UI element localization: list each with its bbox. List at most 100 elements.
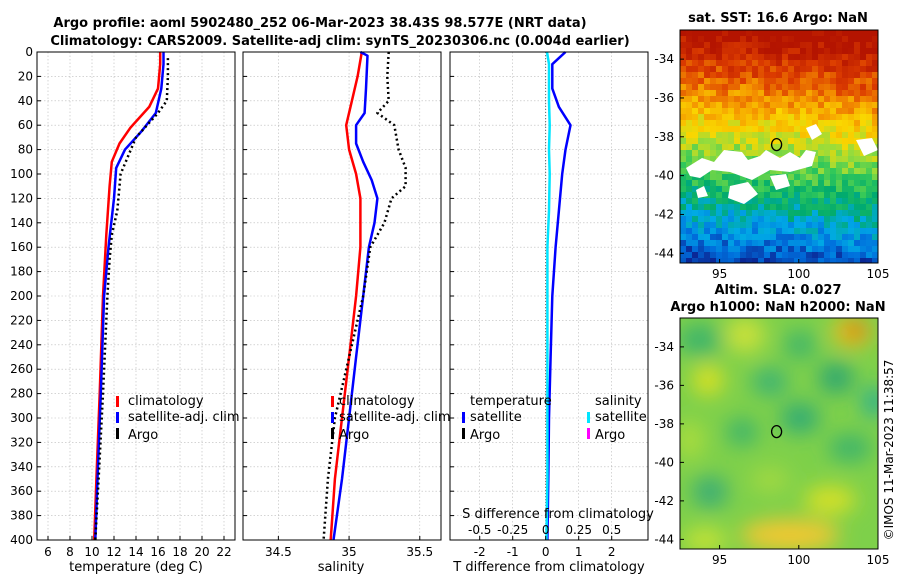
sst-cell [728, 60, 734, 66]
sst-cell [758, 90, 764, 96]
sst-cell [728, 48, 734, 54]
sst-cell [782, 108, 788, 114]
sst-cell [848, 258, 854, 263]
sst-cell [812, 210, 818, 216]
temperature-legend: climatology satellite-adj. clim Argo [116, 394, 240, 443]
sst-cell [704, 54, 710, 60]
sst-cell [806, 204, 812, 210]
legend-swatch-climatology [116, 396, 119, 407]
sst-cell [824, 252, 830, 258]
y-tick-label: 260 [10, 362, 33, 376]
sst-cell [836, 126, 842, 132]
sst-cell [806, 168, 812, 174]
sst-cell [728, 216, 734, 222]
sst-cell [728, 120, 734, 126]
sst-cell [704, 30, 710, 36]
sst-cell [818, 252, 824, 258]
sst-cell [716, 174, 722, 180]
sst-cell [692, 132, 698, 138]
sst-cell [854, 54, 860, 60]
sst-cell [848, 144, 854, 150]
y-tick-label: 280 [10, 387, 33, 401]
legend-label-argo: Argo [128, 428, 158, 443]
sst-cell [824, 108, 830, 114]
sst-cell [818, 108, 824, 114]
sst-cell [704, 108, 710, 114]
sst-cell [854, 252, 860, 258]
sst-cell [866, 84, 872, 90]
sst-cell [710, 96, 716, 102]
sla-map-blobs [680, 318, 878, 549]
sst-cell [758, 60, 764, 66]
sst-cell [758, 258, 764, 263]
sst-cell [770, 54, 776, 60]
sst-cell [824, 120, 830, 126]
top-tick-label: -0.5 [468, 523, 491, 537]
sst-cell [806, 90, 812, 96]
sst-cell [788, 114, 794, 120]
sst-cell [800, 240, 806, 246]
x-tick-label: 14 [128, 545, 143, 559]
sst-cell [710, 48, 716, 54]
sst-cell [836, 30, 842, 36]
sst-cell [854, 36, 860, 42]
sst-cell [686, 198, 692, 204]
sst-cell [854, 132, 860, 138]
sst-cell [692, 120, 698, 126]
sst-cell [800, 204, 806, 210]
sst-cell [680, 180, 686, 186]
sst-cell [752, 210, 758, 216]
sst-cell [728, 240, 734, 246]
sst-cell [848, 222, 854, 228]
sst-cell [728, 42, 734, 48]
sst-cell [716, 72, 722, 78]
sst-cell [728, 132, 734, 138]
sst-cell [680, 234, 686, 240]
sst-cell [698, 54, 704, 60]
sst-cell [776, 48, 782, 54]
map-y-tick-label: -42 [654, 494, 674, 508]
sst-cell [854, 84, 860, 90]
sst-cell [710, 66, 716, 72]
sst-cell [776, 132, 782, 138]
sst-cell [692, 192, 698, 198]
sst-cell [842, 246, 848, 252]
sst-cell [758, 48, 764, 54]
sst-cell [806, 66, 812, 72]
sst-cell [842, 66, 848, 72]
sst-cell [710, 30, 716, 36]
sst-cell [704, 138, 710, 144]
sst-cell [752, 126, 758, 132]
sst-cell [692, 222, 698, 228]
sst-cell [734, 258, 740, 263]
sst-cell [740, 240, 746, 246]
sst-cell [836, 132, 842, 138]
sst-cell [824, 144, 830, 150]
sst-cell [812, 96, 818, 102]
sst-cell [806, 84, 812, 90]
sst-cell [716, 78, 722, 84]
sst-cell [758, 174, 764, 180]
sst-cell [722, 252, 728, 258]
sst-cell [842, 72, 848, 78]
sst-cell [806, 234, 812, 240]
sst-cell [848, 234, 854, 240]
sst-cell [818, 96, 824, 102]
sst-cell [758, 228, 764, 234]
sst-cell [740, 60, 746, 66]
sst-map-panel: sat. SST: 16.6 Argo: NaN 95 100 105 -34 -36 -… [654, 11, 889, 281]
sst-cell [788, 66, 794, 72]
sst-cell [806, 60, 812, 66]
sst-cell [836, 258, 842, 263]
sst-cell [824, 78, 830, 84]
sst-cell [800, 48, 806, 54]
sst-cell [764, 240, 770, 246]
sst-cell [692, 138, 698, 144]
x-tick-label: 34.5 [265, 545, 292, 559]
sst-cell [746, 210, 752, 216]
sst-cell [776, 204, 782, 210]
sst-cell [752, 198, 758, 204]
sst-cell [836, 234, 842, 240]
legend-swatch-argo [116, 428, 119, 439]
sst-cell [854, 258, 860, 263]
